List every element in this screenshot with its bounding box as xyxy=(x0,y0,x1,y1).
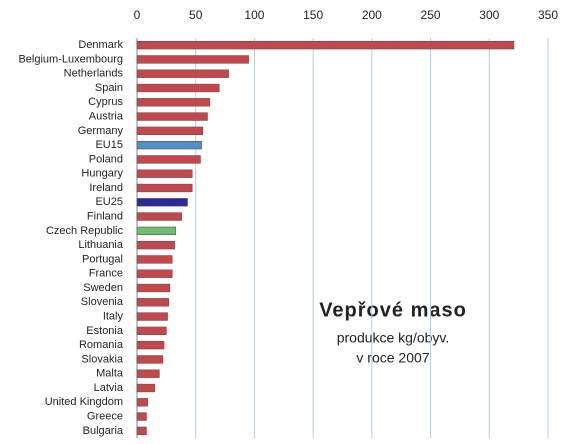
bar xyxy=(136,98,211,107)
annotation: produkce kg/obyv. xyxy=(337,330,450,346)
x-tick-label: 150 xyxy=(303,8,323,22)
bar xyxy=(136,412,147,421)
y-tick-label: Austria xyxy=(89,110,124,122)
y-tick-label: Netherlands xyxy=(64,68,124,80)
bar xyxy=(136,298,170,307)
y-tick-label: Belgium-Luxembourg xyxy=(18,53,123,65)
x-tick-label: 250 xyxy=(421,8,441,22)
y-tick-label: Portugal xyxy=(82,253,123,265)
bar xyxy=(136,398,148,407)
bar xyxy=(136,40,515,50)
x-tick-label: 350 xyxy=(538,8,558,22)
y-tick-label: United Kingdom xyxy=(45,396,123,408)
y-tick-label: Germany xyxy=(78,125,124,137)
y-tick-label: Cyprus xyxy=(88,96,123,108)
y-tick-label: France xyxy=(89,268,123,280)
bar xyxy=(136,255,173,264)
bar xyxy=(136,198,188,207)
bar xyxy=(136,240,175,250)
bar xyxy=(136,355,164,364)
x-tick-label: 200 xyxy=(362,8,382,22)
bar xyxy=(136,426,147,436)
x-tick-label: 100 xyxy=(244,8,264,22)
bar xyxy=(136,140,202,150)
y-tick-label: Italy xyxy=(103,310,124,322)
x-tick-label: 300 xyxy=(479,8,499,22)
bar xyxy=(136,369,160,378)
y-tick-label: Finland xyxy=(87,210,123,222)
bar xyxy=(136,69,229,78)
bar xyxy=(136,312,168,321)
y-tick-label: Greece xyxy=(87,410,123,422)
y-tick-label: Malta xyxy=(96,368,124,380)
bar xyxy=(136,55,249,64)
bar xyxy=(136,83,220,93)
bar xyxy=(136,169,193,178)
y-tick-label: Latvia xyxy=(94,382,124,394)
y-tick-label: Bulgaria xyxy=(83,425,124,437)
x-tick-label: 0 xyxy=(134,8,141,22)
bar xyxy=(136,340,165,350)
bar xyxy=(136,112,208,121)
y-tick-label: Lithuania xyxy=(78,239,124,251)
y-tick-label: Poland xyxy=(89,153,123,165)
annotation-title: Vepřové maso xyxy=(319,299,467,321)
bar xyxy=(136,183,193,193)
bar xyxy=(136,269,173,278)
x-tick-label: 50 xyxy=(189,8,203,22)
annotation: v roce 2007 xyxy=(356,350,429,366)
bar xyxy=(136,226,177,236)
bar xyxy=(136,126,204,136)
y-tick-label: Sweden xyxy=(83,282,123,294)
bar xyxy=(136,212,182,221)
y-tick-label: EU15 xyxy=(95,139,123,151)
y-tick-label: Ireland xyxy=(89,182,123,194)
y-tick-label: Spain xyxy=(95,82,123,94)
y-tick-label: Denmark xyxy=(78,39,123,51)
y-tick-label: Czech Republic xyxy=(46,225,124,237)
bar xyxy=(136,326,167,336)
y-tick-label: Slovenia xyxy=(81,296,124,308)
bar xyxy=(136,283,171,293)
bar xyxy=(136,383,155,393)
y-tick-label: Hungary xyxy=(81,168,123,180)
bar xyxy=(136,155,201,164)
y-tick-label: Slovakia xyxy=(81,353,123,365)
y-tick-label: Estonia xyxy=(86,325,124,337)
y-tick-label: Romania xyxy=(79,339,124,351)
y-tick-label: EU25 xyxy=(95,196,123,208)
